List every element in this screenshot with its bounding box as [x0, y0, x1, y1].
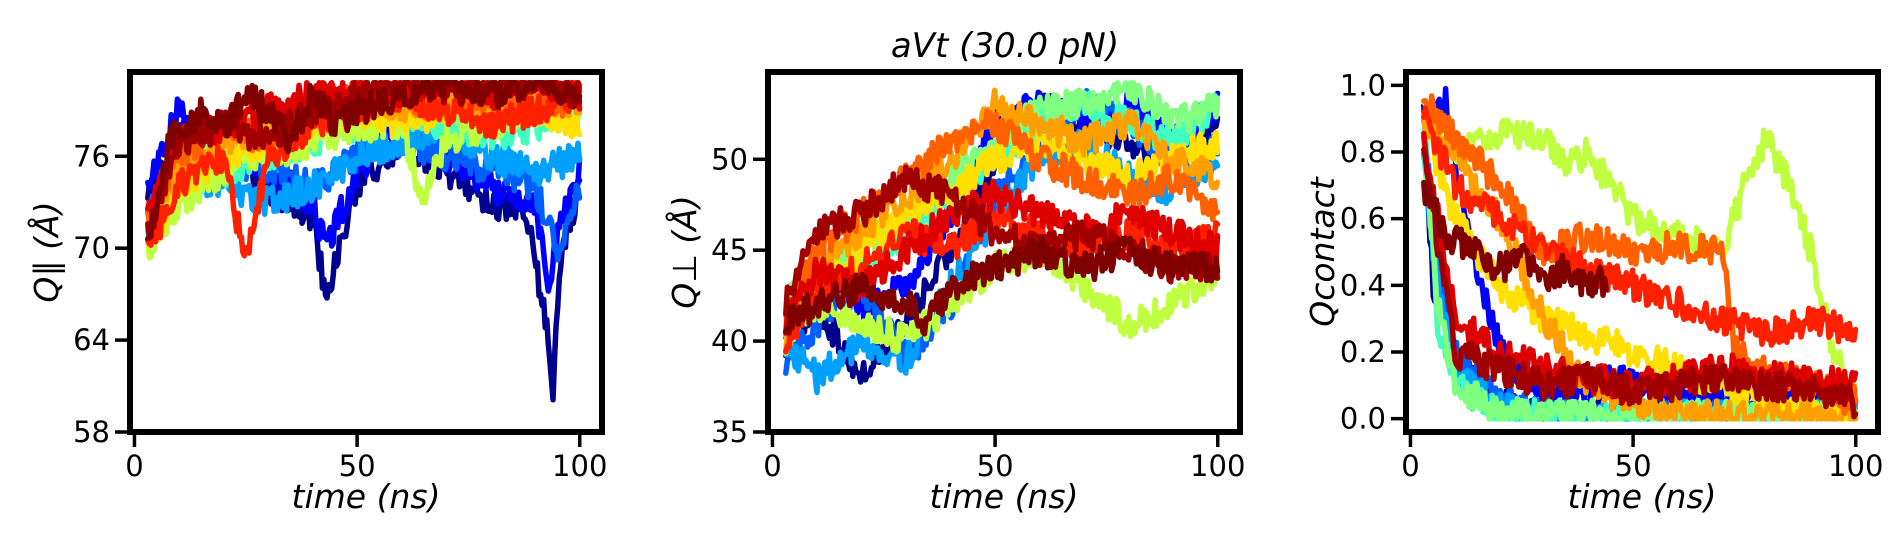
y-tick-label: 0.4	[1340, 268, 1386, 302]
figure-title: aVt (30.0 pN)	[891, 26, 1119, 66]
y-axis-label: Q⊥ (Å)	[664, 195, 704, 309]
series-group	[145, 79, 583, 403]
x-axis-label: time (ns)	[930, 477, 1079, 516]
series-line-13	[145, 79, 583, 242]
y-axis-label: Q∥ (Å)	[26, 201, 66, 302]
panel-q-contact: 0 50 100 0.0 0.2 0.4 0.6 0.8 1.0 time (ns) Qcontac…	[1303, 68, 1883, 516]
y-tick-label: 64	[73, 323, 110, 357]
y-tick-label: 0.8	[1340, 135, 1386, 169]
series-line-9	[783, 108, 1221, 337]
x-tick-label: 100	[1190, 449, 1245, 483]
y-tick-label: 76	[73, 139, 110, 173]
y-tick-label: 1.0	[1340, 68, 1386, 102]
axes-frame	[1403, 69, 1881, 435]
x-axis-label: time (ns)	[1568, 477, 1717, 516]
y-tick-label: 70	[73, 231, 110, 265]
series-line-13	[783, 233, 1221, 337]
y-tick-label: 50	[711, 142, 748, 176]
y-tick-label: 35	[711, 415, 748, 449]
series-group	[783, 80, 1221, 396]
y-tick-label: 58	[73, 415, 110, 449]
x-tick-label: 100	[1828, 449, 1883, 483]
series-group	[1421, 85, 1859, 422]
axes-frame	[127, 69, 605, 435]
panel-q-parallel: 0 50 100 58 64 70 76 time (ns) Q∥ (Å)	[26, 69, 607, 516]
series-line-10	[1421, 105, 1859, 348]
x-tick-label: 50	[977, 449, 1014, 483]
x-tick-label: 50	[1615, 449, 1652, 483]
y-tick-label: 0.0	[1340, 402, 1386, 436]
axes-frame	[765, 69, 1243, 435]
y-tick-label: 45	[711, 233, 748, 267]
x-tick-label: 0	[125, 449, 143, 483]
series-line-12	[1421, 146, 1859, 420]
x-tick-label: 100	[552, 449, 607, 483]
series-line-13	[1421, 179, 1609, 299]
series-line-7	[783, 128, 1221, 338]
y-tick-label: 0.6	[1340, 202, 1386, 236]
x-tick-label: 50	[339, 449, 376, 483]
y-tick-label: 40	[711, 324, 748, 358]
series-line-11	[783, 178, 1221, 336]
y-tick-label: 0.2	[1340, 335, 1386, 369]
series-line-6	[1421, 97, 1859, 403]
series-line-12	[783, 164, 1221, 318]
x-tick-label: 0	[1401, 449, 1419, 483]
x-tick-label: 0	[763, 449, 781, 483]
x-axis-label: time (ns)	[292, 477, 441, 516]
y-axis-label: Qcontact	[1303, 176, 1342, 327]
